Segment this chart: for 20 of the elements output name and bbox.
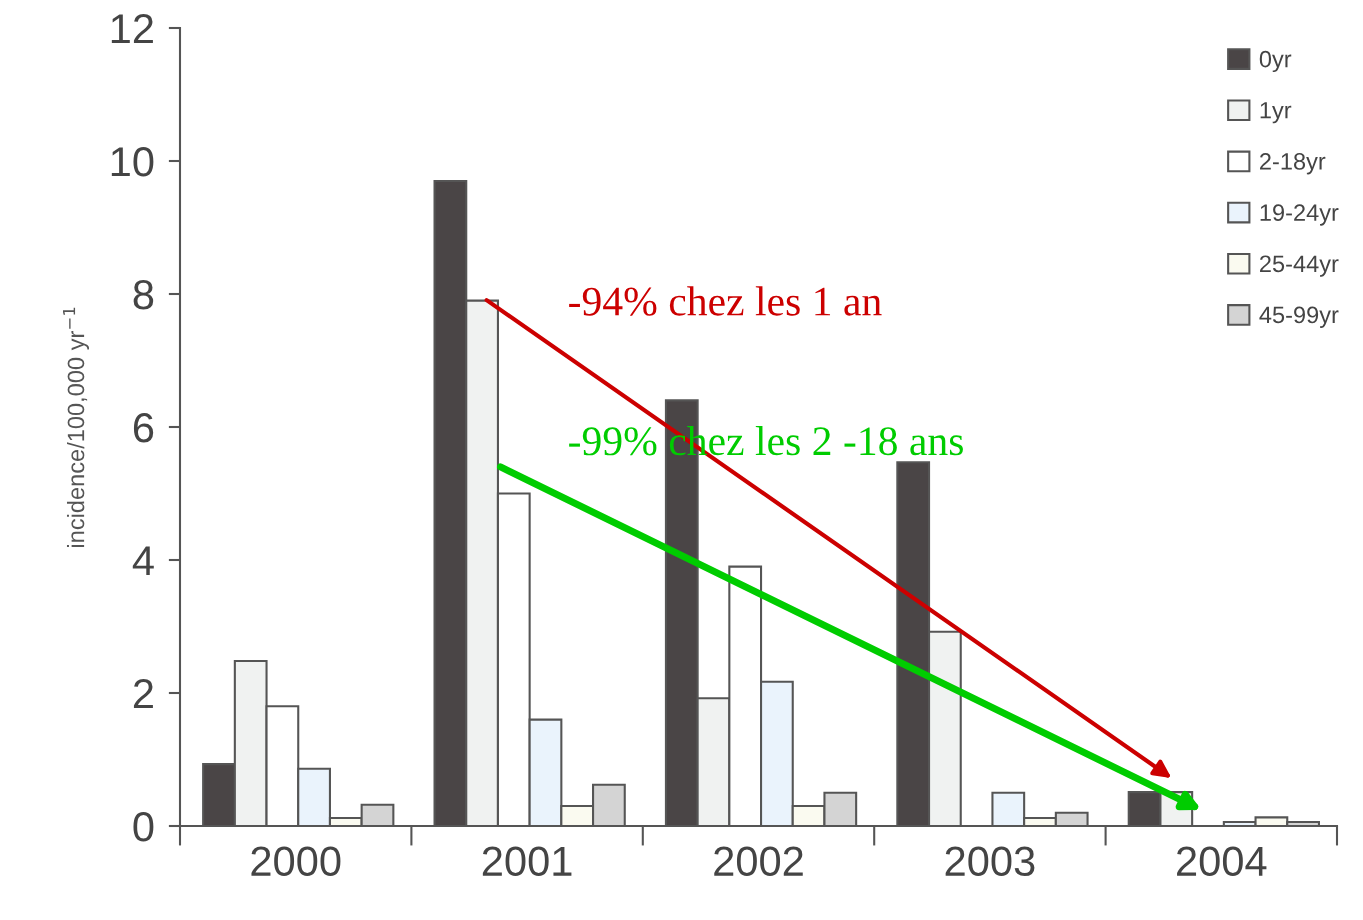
y-tick-label: 4 <box>132 546 154 576</box>
x-tick-label: 2002 <box>714 846 803 877</box>
y-tick-label: 12 <box>111 14 153 44</box>
y-axis-title: incidence/100,000 yr$^{−1}$ <box>63 307 89 548</box>
y-tick-label: 8 <box>133 280 154 310</box>
y-tick-label: 10 <box>111 147 154 177</box>
annotation: -94% chez les 1 an <box>569 286 882 316</box>
legend-label: 45-99yr <box>1259 306 1339 328</box>
legend-label: 1yr <box>1260 102 1292 124</box>
x-tick-label: 2001 <box>482 846 572 877</box>
legend-label: 19-24yr <box>1260 204 1339 226</box>
legend-label: 0yr <box>1259 50 1292 73</box>
x-tick-label: 2004 <box>1177 846 1267 877</box>
legend-label: 25-44yr <box>1260 255 1339 277</box>
x-tick-label: 2003 <box>945 846 1035 877</box>
x-tick-label: 2000 <box>251 846 341 877</box>
y-tick-label: 6 <box>133 413 154 443</box>
y-tick-label: 2 <box>133 679 153 709</box>
legend-label: 2-18yr <box>1260 153 1326 175</box>
y-tick-label: 0 <box>133 812 154 842</box>
